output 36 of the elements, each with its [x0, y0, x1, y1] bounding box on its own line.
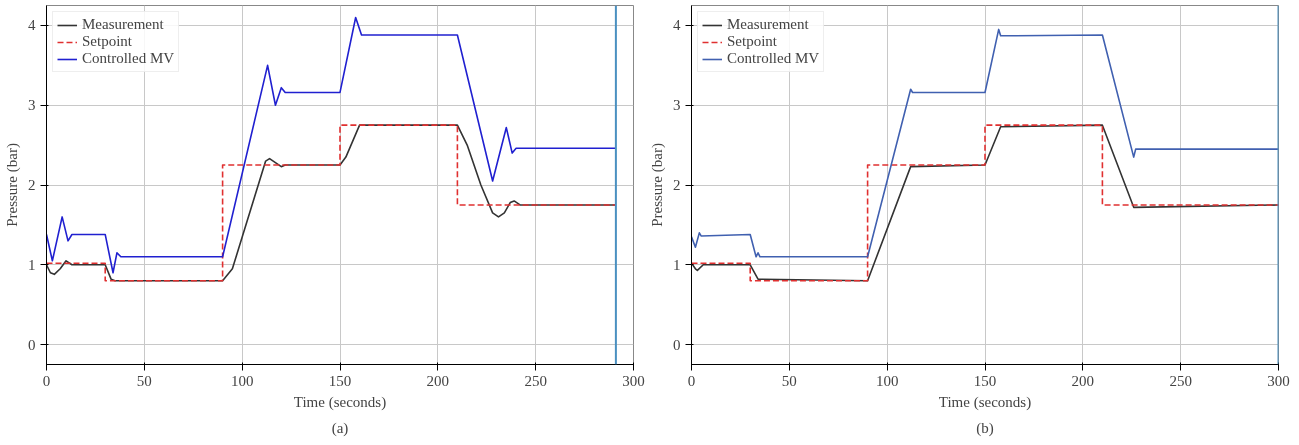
y-tick-label: 3 — [673, 97, 681, 114]
x-tick-label: 50 — [136, 372, 152, 389]
x-tick-label: 100 — [230, 372, 254, 389]
y-tick-label: 2 — [673, 177, 681, 193]
text: (b) — [976, 419, 994, 437]
y-tick-label: 2 — [28, 177, 36, 193]
x-axis-title: Time (seconds) — [293, 393, 387, 411]
y-tick-label: 1 — [28, 256, 36, 273]
y-axis-title: Pressure (bar) — [649, 143, 666, 227]
legend-label: Measurement — [727, 16, 809, 33]
y-tick-label: 3 — [28, 97, 36, 114]
legend-label: Setpoint — [727, 33, 778, 50]
y-tick-label: 1 — [673, 256, 681, 273]
y-tick-label: 4 — [673, 17, 681, 34]
y-axis-title: Pressure (bar) — [4, 143, 21, 227]
legend-label: Measurement — [82, 16, 164, 33]
x-tick-label: 150 — [973, 372, 997, 389]
x-tick-label: 0 — [42, 372, 51, 389]
y-tick-label: 4 — [28, 17, 36, 34]
x-tick-label: 50 — [781, 372, 797, 389]
x-axis-title: Time (seconds) — [938, 393, 1032, 411]
y-tick-label: 0 — [28, 336, 36, 353]
x-tick-label: 250 — [524, 372, 547, 389]
x-tick-label: 300 — [1267, 372, 1290, 389]
text: (a) — [331, 419, 349, 437]
legend-label: Controlled MV — [727, 50, 820, 67]
legend-label: Controlled MV — [82, 50, 175, 67]
y-tick-label: 0 — [673, 336, 681, 353]
x-tick-label: 250 — [1169, 372, 1192, 389]
x-tick-label: 150 — [328, 372, 352, 389]
legend-label: Setpoint — [82, 33, 133, 50]
x-tick-label: 200 — [1071, 372, 1095, 389]
x-tick-label: 200 — [426, 372, 450, 389]
x-tick-label: 100 — [875, 372, 899, 389]
x-tick-label: 300 — [622, 372, 645, 389]
x-tick-label: 0 — [687, 372, 696, 389]
